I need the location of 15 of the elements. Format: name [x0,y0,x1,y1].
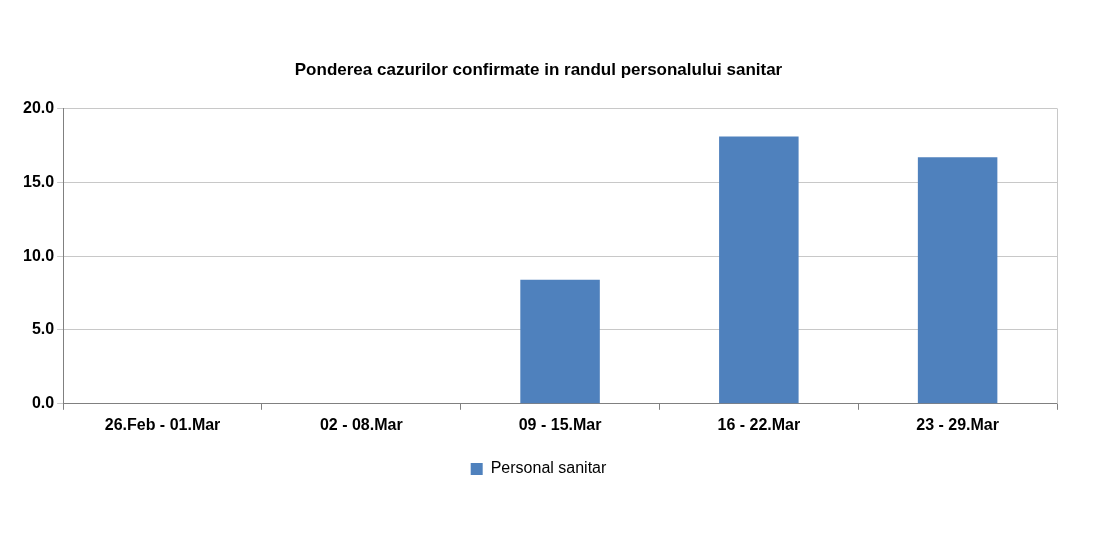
x-tick-label: 26.Feb - 01.Mar [104,415,221,433]
bar [520,279,600,404]
y-tick-label: 15.0 [23,172,55,190]
y-tick-label: 10.0 [23,246,55,264]
y-tick-label: 0.0 [31,394,55,412]
x-tick-label: 16 - 22.Mar [717,415,801,433]
x-tick-label: 09 - 15.Mar [518,415,602,433]
bar [719,136,799,404]
bar [917,157,998,404]
y-tick-label: 20.0 [23,98,55,116]
chart-title: Ponderea cazurilor confirmate in randul personalului sanitar [294,59,783,79]
x-tick-label: 02 - 08.Mar [319,415,403,433]
y-tick-label: 5.0 [31,320,55,338]
x-tick-label: 23 - 29.Mar [916,415,999,433]
legend-label: Personal sanitar [490,459,607,477]
